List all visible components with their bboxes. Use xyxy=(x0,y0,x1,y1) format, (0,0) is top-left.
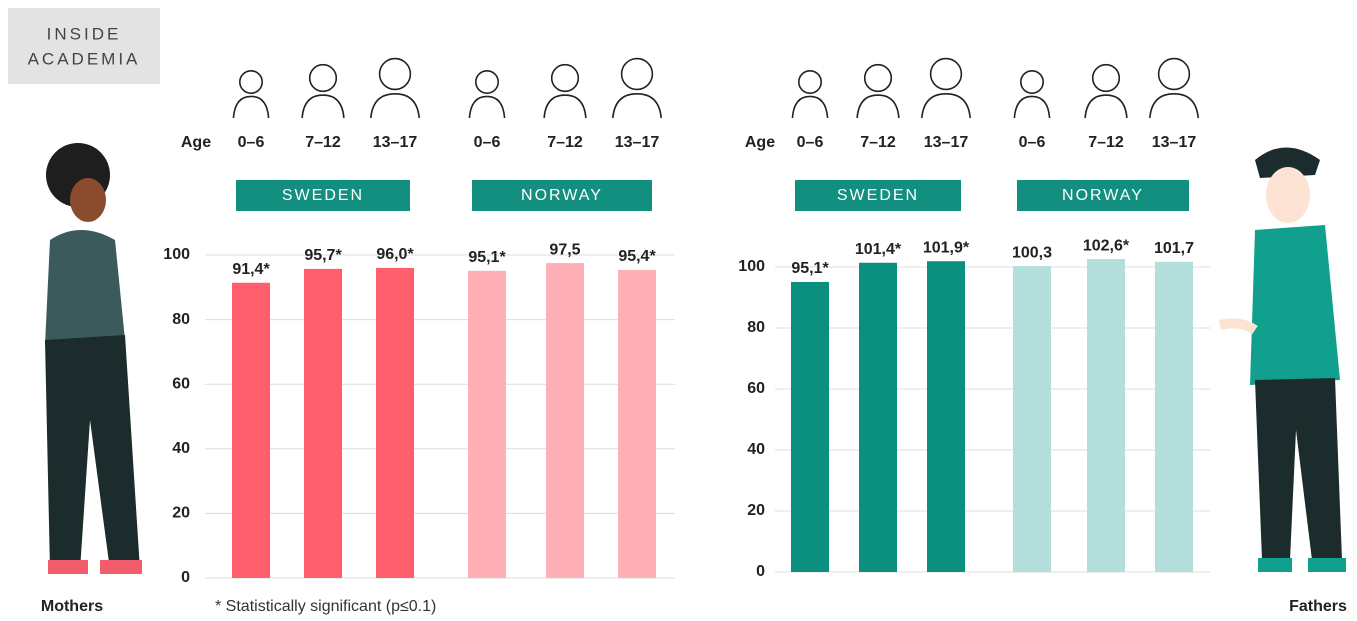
value-label: 95,4* xyxy=(618,248,656,265)
bar xyxy=(1155,262,1193,572)
y-tick-label: 60 xyxy=(747,380,765,397)
y-tick-label: 80 xyxy=(172,311,190,328)
country-label: SWEDEN xyxy=(282,187,364,204)
brand-box xyxy=(8,8,160,84)
age-icon xyxy=(371,94,419,118)
age-icon xyxy=(380,59,411,90)
y-tick-label: 0 xyxy=(181,569,190,586)
mother-illustration xyxy=(45,143,142,574)
x-tick-label: 0–6 xyxy=(474,134,501,151)
x-tick-label: 13–17 xyxy=(373,134,418,151)
age-icon xyxy=(240,71,262,93)
x-tick-label: 13–17 xyxy=(615,134,660,151)
bar xyxy=(618,270,656,578)
bar xyxy=(1013,266,1051,572)
brand-line: INSIDE xyxy=(47,24,122,43)
x-tick-label: 7–12 xyxy=(1088,134,1124,151)
x-tick-label: 13–17 xyxy=(1152,134,1197,151)
x-tick-label: 0–6 xyxy=(1019,134,1046,151)
person-caption: Fathers xyxy=(1289,598,1347,615)
age-icon xyxy=(922,94,970,118)
y-tick-label: 60 xyxy=(172,375,190,392)
brand-line: ACADEMIA xyxy=(28,49,141,68)
age-icon xyxy=(310,65,337,92)
x-tick-label: 7–12 xyxy=(547,134,583,151)
age-icon xyxy=(931,59,962,90)
bar xyxy=(376,268,414,578)
age-icon xyxy=(1159,59,1190,90)
age-icon xyxy=(1085,95,1127,118)
value-label: 97,5 xyxy=(549,241,580,258)
age-icon xyxy=(799,71,821,93)
country-label: SWEDEN xyxy=(837,187,919,204)
value-label: 95,1* xyxy=(791,260,829,277)
age-icon xyxy=(1150,94,1198,118)
bar xyxy=(546,263,584,578)
age-icon xyxy=(552,65,579,92)
value-label: 96,0* xyxy=(376,246,414,263)
y-tick-label: 80 xyxy=(747,319,765,336)
bar xyxy=(859,263,897,572)
y-tick-label: 40 xyxy=(747,441,765,458)
value-label: 101,4* xyxy=(855,241,902,258)
y-tick-label: 20 xyxy=(172,505,190,522)
value-label: 91,4* xyxy=(232,261,270,278)
age-label: Age xyxy=(181,134,211,151)
age-icon xyxy=(613,94,661,118)
age-icon xyxy=(1014,96,1049,118)
y-tick-label: 40 xyxy=(172,440,190,457)
age-icon xyxy=(857,95,899,118)
bar xyxy=(927,261,965,572)
value-label: 102,6* xyxy=(1083,237,1130,254)
age-icon xyxy=(865,65,892,92)
age-icon xyxy=(1021,71,1043,93)
x-tick-label: 0–6 xyxy=(797,134,824,151)
infographic: INSIDE ACADEMIA * Statistically signific… xyxy=(0,0,1357,621)
age-icon xyxy=(622,59,653,90)
age-icon xyxy=(233,96,268,118)
country-label: NORWAY xyxy=(521,187,603,204)
y-tick-label: 100 xyxy=(738,258,765,275)
age-label: Age xyxy=(745,134,775,151)
age-icon xyxy=(792,96,827,118)
age-icon xyxy=(1093,65,1120,92)
person-caption: Mothers xyxy=(41,598,103,615)
y-tick-label: 20 xyxy=(747,502,765,519)
country-label: NORWAY xyxy=(1062,187,1144,204)
bar xyxy=(1087,259,1125,572)
value-label: 101,7 xyxy=(1154,240,1194,257)
y-tick-label: 100 xyxy=(163,246,190,263)
footnote: * Statistically significant (p≤0.1) xyxy=(215,598,436,615)
value-label: 95,7* xyxy=(304,247,342,264)
x-tick-label: 13–17 xyxy=(924,134,969,151)
father-illustration xyxy=(1220,148,1346,573)
x-tick-label: 7–12 xyxy=(860,134,896,151)
value-label: 100,3 xyxy=(1012,244,1052,261)
y-tick-label: 0 xyxy=(756,563,765,580)
value-label: 95,1* xyxy=(468,249,506,266)
age-icon xyxy=(476,71,498,93)
age-icon xyxy=(469,96,504,118)
bar xyxy=(232,283,270,578)
bar xyxy=(468,271,506,578)
age-icon xyxy=(544,95,586,118)
bar xyxy=(791,282,829,572)
bar xyxy=(304,269,342,578)
value-label: 101,9* xyxy=(923,239,970,256)
age-icon xyxy=(302,95,344,118)
x-tick-label: 0–6 xyxy=(238,134,265,151)
x-tick-label: 7–12 xyxy=(305,134,341,151)
